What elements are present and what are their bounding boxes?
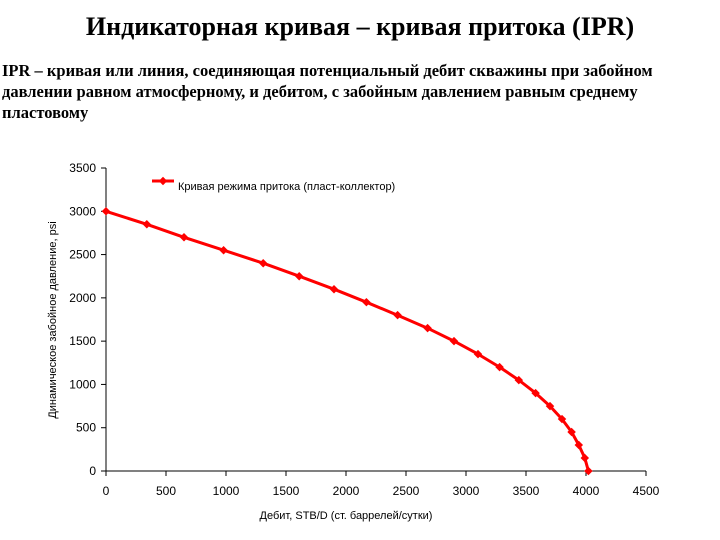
x-tick-label: 2500	[393, 484, 420, 498]
x-tick-label: 4500	[633, 484, 660, 498]
y-tick-label: 500	[76, 421, 96, 435]
ipr-data-point	[179, 233, 189, 242]
y-tick-label: 3000	[69, 204, 96, 218]
x-tick-label: 2000	[333, 484, 360, 498]
ipr-data-point	[101, 207, 111, 216]
ipr-data-point	[294, 271, 304, 281]
x-tick-label: 500	[156, 484, 176, 498]
y-tick-label: 2000	[69, 291, 96, 305]
ipr-data-point	[514, 375, 524, 385]
ipr-data-point	[545, 401, 555, 411]
ipr-data-point	[142, 220, 152, 229]
ipr-data-point	[557, 414, 567, 424]
ipr-data-point	[580, 453, 590, 463]
ipr-data-point	[329, 284, 339, 294]
ipr-data-point	[531, 388, 540, 398]
slide-description: IPR – кривая или линия, соединяющая поте…	[2, 61, 653, 122]
x-tick-label: 1000	[213, 484, 240, 498]
y-tick-label: 2500	[69, 248, 96, 262]
x-tick-label: 3000	[453, 484, 480, 498]
x-axis-title: Дебит, STB/D (ст. баррелей/сутки)	[260, 510, 433, 522]
x-tick-label: 1500	[273, 484, 300, 498]
legend-label: Кривая режима притока (пласт-коллектор)	[178, 181, 395, 193]
x-tick-label: 3500	[513, 484, 540, 498]
ipr-data-point	[393, 310, 402, 320]
ipr-data-point	[362, 297, 371, 307]
ipr-data-point	[219, 246, 228, 255]
ipr-data-point	[584, 466, 593, 476]
ipr-data-point	[449, 336, 459, 346]
ipr-data-point	[473, 349, 483, 359]
ipr-data-point	[423, 323, 432, 333]
y-tick-label: 1500	[69, 334, 96, 348]
ipr-data-point	[258, 258, 268, 268]
ipr-data-point	[574, 440, 584, 450]
y-axis-title: Динамическое забойное давление, psi	[47, 221, 59, 418]
slide-title: Индикаторная кривая – кривая притока (IP…	[85, 12, 635, 41]
y-tick-label: 0	[89, 464, 96, 478]
ipr-series-line	[105, 209, 590, 472]
x-tick-label: 4000	[573, 484, 600, 498]
ipr-data-point	[495, 362, 504, 372]
x-tick-label: 0	[103, 484, 110, 498]
ipr-data-point	[567, 427, 576, 437]
legend-marker	[158, 176, 168, 186]
y-tick-label: 3500	[69, 161, 96, 175]
y-tick-label: 1000	[69, 377, 96, 391]
